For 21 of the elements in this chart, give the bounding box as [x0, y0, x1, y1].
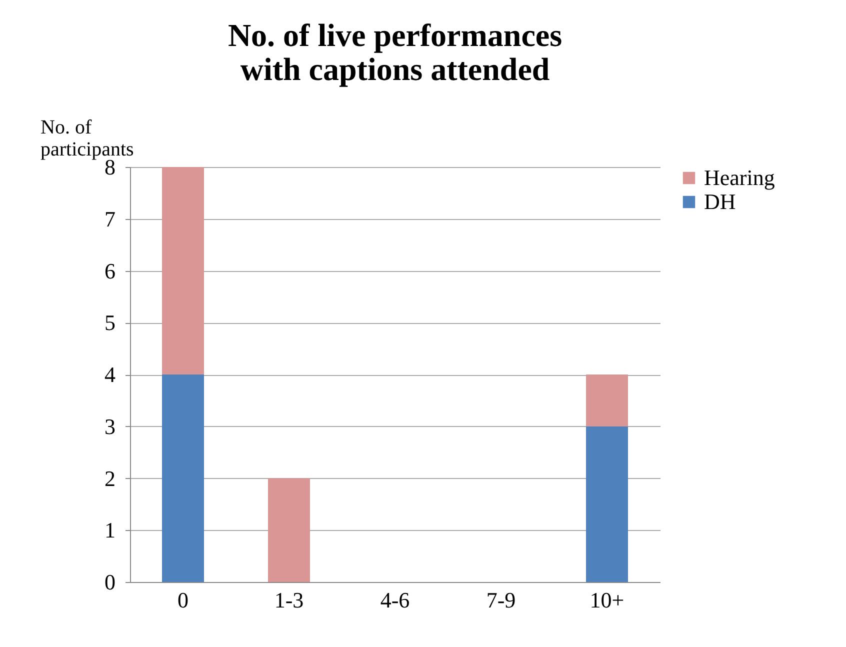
x-tick-label: 7-9: [486, 588, 516, 612]
y-tick-label: 2: [104, 466, 116, 491]
legend-label: DH: [704, 189, 736, 214]
x-tick-label: 10+: [590, 588, 624, 612]
x-tick-label: 0: [178, 588, 188, 612]
y-tick-label: 4: [104, 362, 116, 387]
bar: [268, 478, 310, 582]
legend-label: Hearing: [704, 165, 775, 190]
y-tick-label: 5: [104, 310, 116, 336]
bar: [162, 167, 204, 374]
y-tick-label: 6: [104, 258, 116, 284]
bar: [586, 426, 628, 582]
x-tick-label: 1-3: [274, 588, 304, 612]
y-tick-label: 7: [104, 206, 116, 232]
bar: [162, 374, 204, 582]
y-tick-label: 0: [104, 570, 116, 594]
y-tick-label: 1: [104, 518, 116, 543]
chart-title: No. of live performances with captions attended: [228, 17, 562, 87]
bar: [586, 374, 628, 426]
x-tick-label: 4-6: [380, 588, 410, 612]
y-tick-label: 3: [104, 414, 116, 439]
